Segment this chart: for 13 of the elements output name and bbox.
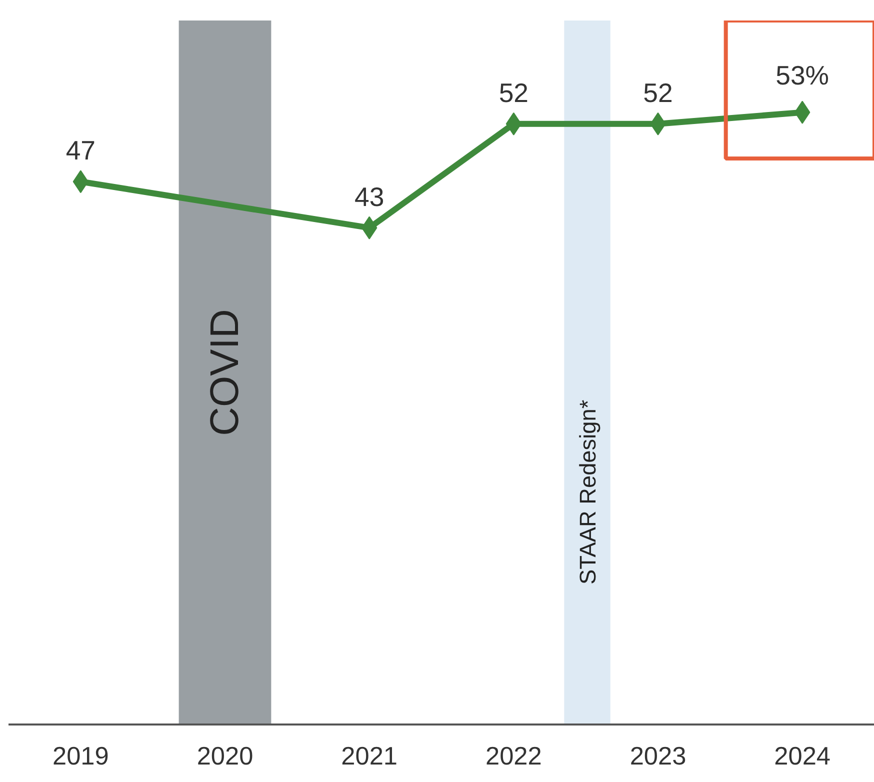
- data-label: 53%: [776, 60, 830, 90]
- data-label: 43: [354, 182, 384, 212]
- data-label: 47: [66, 136, 96, 166]
- band-label: STAAR Redesign*: [574, 400, 600, 585]
- x-tick-label: 2019: [52, 742, 109, 770]
- data-label: 52: [643, 78, 673, 108]
- x-tick-label: 2023: [630, 742, 686, 770]
- x-tick-label: 2021: [341, 742, 398, 770]
- x-tick-label: 2020: [196, 742, 254, 770]
- data-label: 52: [498, 78, 528, 108]
- x-tick-label: 2022: [485, 742, 542, 770]
- band-label: COVID: [203, 309, 247, 436]
- x-tick-label: 2024: [774, 742, 831, 770]
